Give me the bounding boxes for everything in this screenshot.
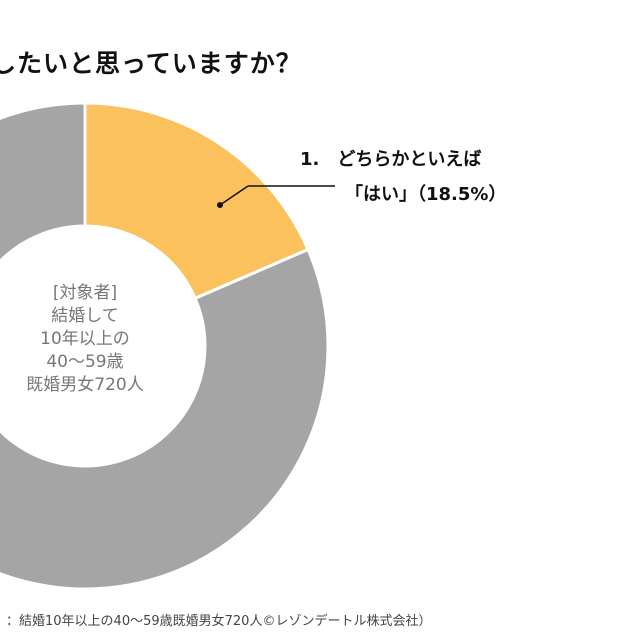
leader-line	[219, 185, 249, 206]
center-text: [対象者] 結婚して 10年以上の 40〜59歳 既婚男女720人	[0, 282, 190, 397]
chart-title: したいと思っていますか？	[0, 49, 302, 78]
slice-label-line2: 「はい」（18.5%）	[345, 184, 507, 205]
center-line: 結婚して	[51, 306, 119, 326]
slice-label-line1: 1. どちらかといえば	[300, 149, 482, 170]
center-line: 40〜59歳	[46, 352, 124, 372]
center-line: 既婚男女720人	[26, 375, 144, 395]
source-note: ：結婚10年以上の40〜59歳既婚男女720人©レゾンデートル株式会社）	[6, 614, 432, 629]
center-line: 10年以上の	[40, 329, 130, 349]
donut-slice-1	[0, 101, 330, 591]
center-line: [対象者]	[52, 283, 118, 303]
leader-dot	[217, 202, 223, 208]
donut-slice-0	[83, 101, 310, 301]
